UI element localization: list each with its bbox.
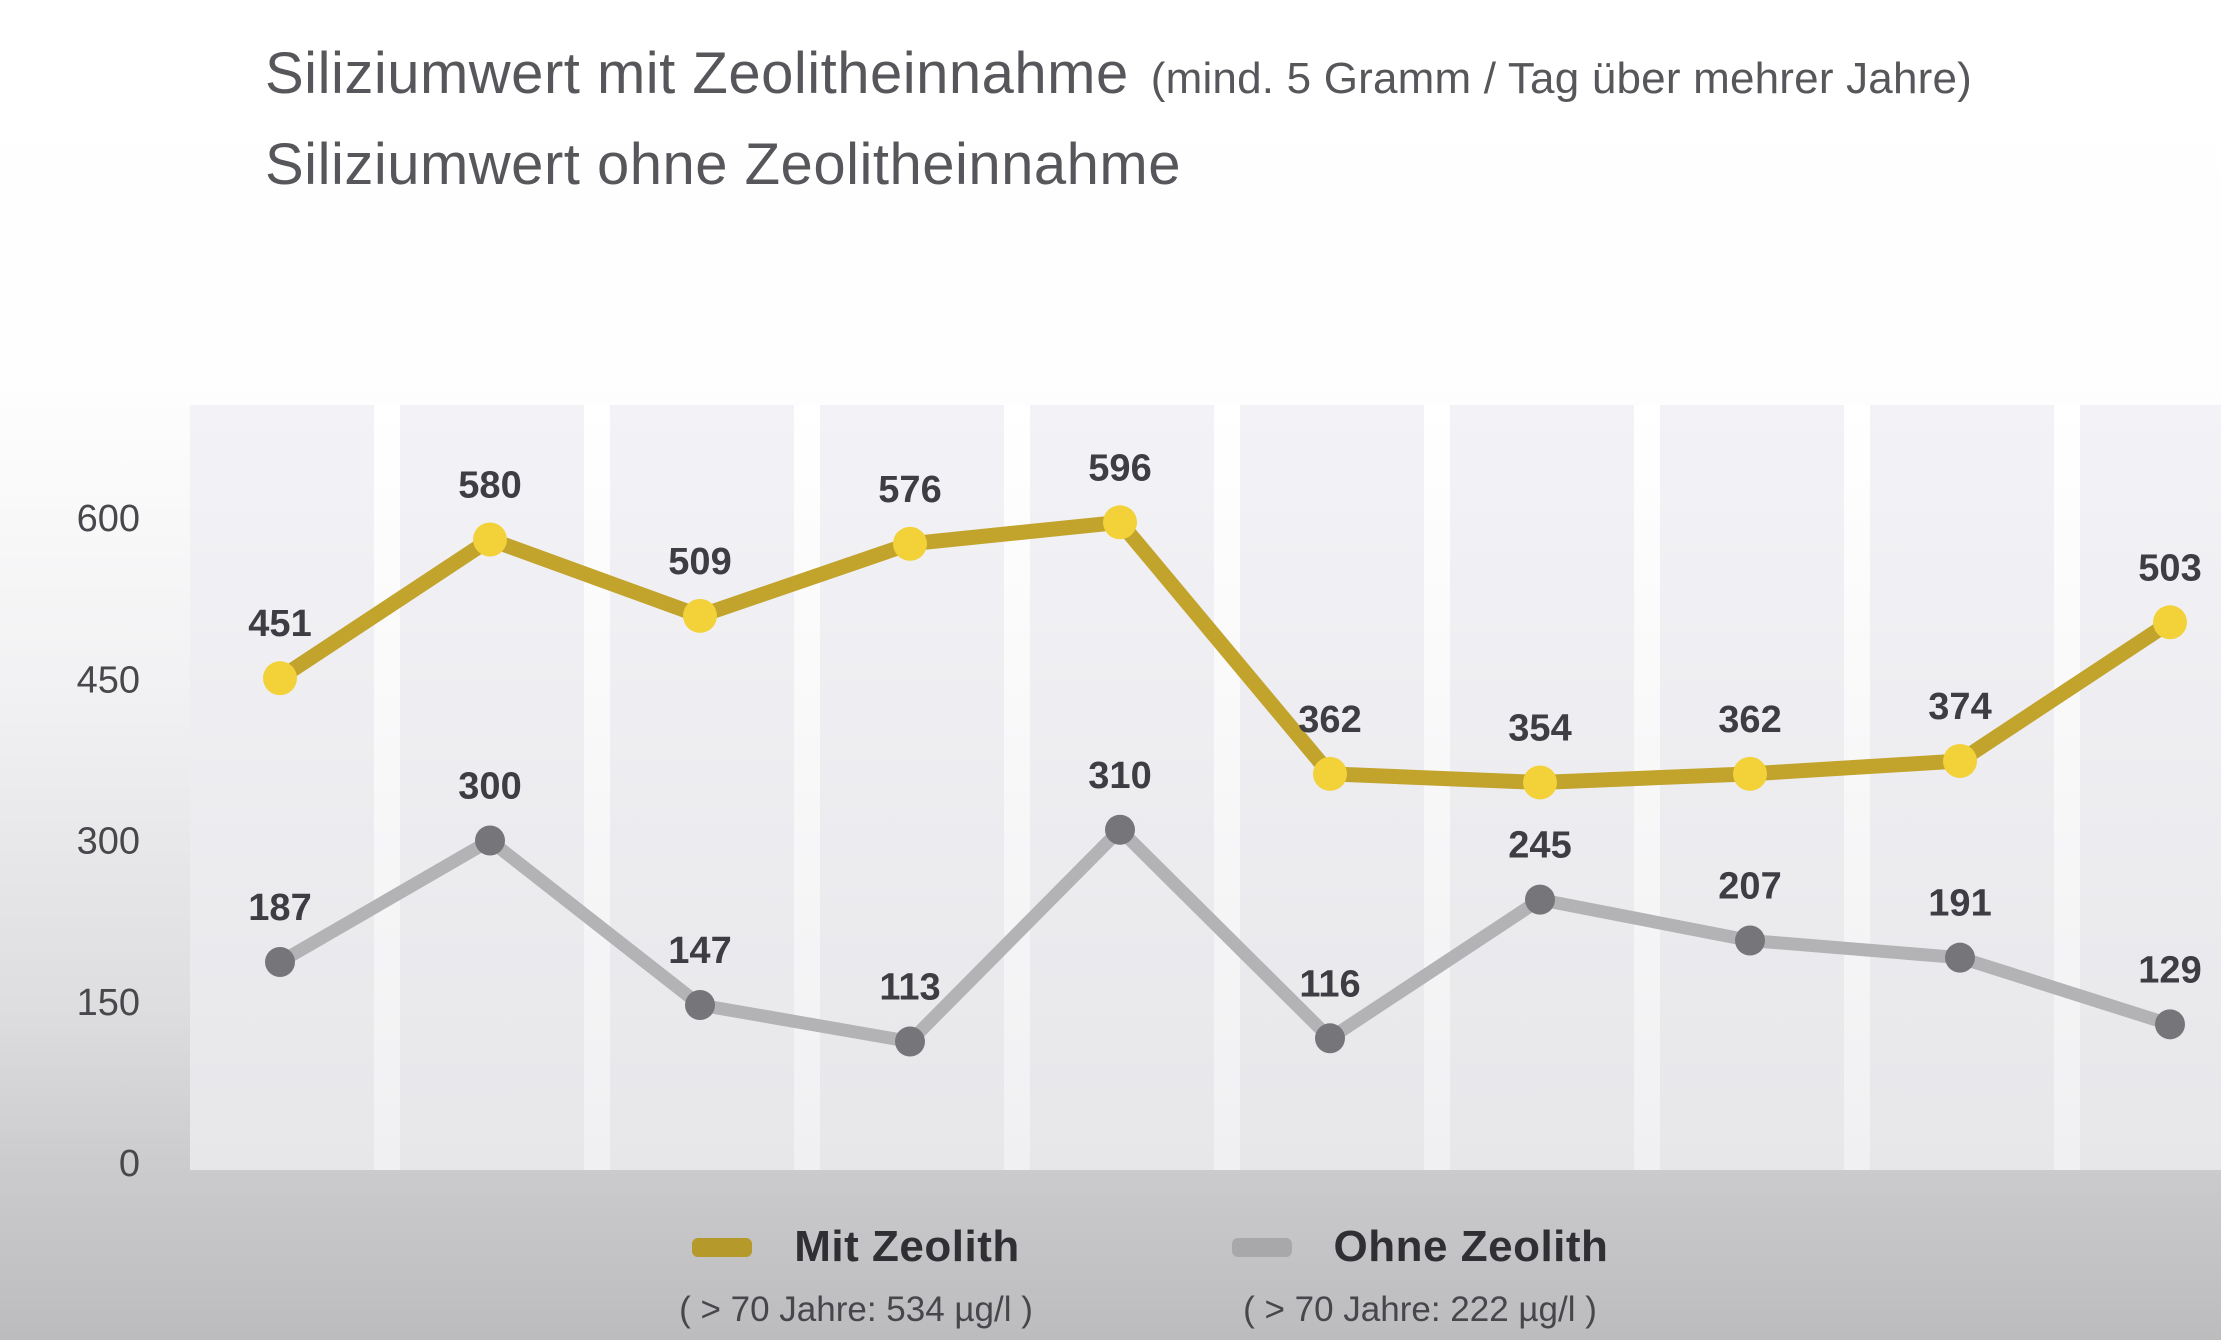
legend-row-ohne-zeolith: Ohne Zeolith bbox=[1231, 1222, 1609, 1272]
grid-stripe-band bbox=[610, 405, 794, 1170]
data-point-mit-zeolith bbox=[1313, 756, 1347, 791]
data-point-mit-zeolith bbox=[1523, 765, 1557, 800]
data-point-mit-zeolith bbox=[1943, 743, 1977, 778]
data-point-label-ohne-zeolith: 300 bbox=[458, 766, 521, 808]
data-point-label-mit-zeolith: 374 bbox=[1928, 686, 1991, 728]
grid-stripe-band bbox=[190, 405, 374, 1170]
legend-item-mit-zeolith: Mit Zeolith ( > 70 Jahre: 534 µg/l ) bbox=[656, 1222, 1056, 1330]
data-point-ohne-zeolith bbox=[1945, 942, 1975, 973]
y-axis-tick-label: 600 bbox=[77, 498, 140, 540]
data-point-label-ohne-zeolith: 113 bbox=[879, 967, 940, 1009]
legend-item-ohne-zeolith: Ohne Zeolith ( > 70 Jahre: 222 µg/l ) bbox=[1220, 1222, 1620, 1330]
data-point-label-ohne-zeolith: 147 bbox=[668, 930, 731, 972]
data-point-mit-zeolith bbox=[893, 526, 927, 561]
series-line-mit-zeolith bbox=[272, 514, 2178, 790]
legend-label-ohne-zeolith: Ohne Zeolith bbox=[1333, 1222, 1609, 1271]
data-point-label-mit-zeolith: 503 bbox=[2138, 547, 2201, 589]
data-point-mit-zeolith bbox=[263, 661, 297, 696]
data-point-label-ohne-zeolith: 245 bbox=[1508, 825, 1571, 867]
data-point-label-mit-zeolith: 596 bbox=[1088, 447, 1151, 489]
data-point-mit-zeolith bbox=[473, 522, 507, 557]
data-point-label-ohne-zeolith: 191 bbox=[1928, 883, 1991, 925]
y-axis-tick-label: 150 bbox=[77, 982, 140, 1024]
data-point-label-mit-zeolith: 576 bbox=[878, 469, 941, 511]
title-dosage-note: (mind. 5 Gramm / Tag über mehrer Jahre) bbox=[1150, 54, 1973, 103]
data-point-label-ohne-zeolith: 129 bbox=[2138, 949, 2201, 991]
data-point-mit-zeolith bbox=[2153, 605, 2187, 640]
data-point-mit-zeolith bbox=[1103, 505, 1137, 540]
data-point-label-ohne-zeolith: 310 bbox=[1088, 755, 1151, 797]
legend-row-mit-zeolith: Mit Zeolith bbox=[692, 1222, 1019, 1272]
chart-title-block: Siliziumwert mit Zeolitheinnahme (mind. … bbox=[265, 40, 1972, 198]
data-point-mit-zeolith bbox=[683, 598, 717, 633]
data-point-label-mit-zeolith: 354 bbox=[1508, 707, 1571, 749]
data-point-ohne-zeolith bbox=[685, 989, 715, 1020]
data-point-label-ohne-zeolith: 187 bbox=[248, 887, 311, 929]
data-point-ohne-zeolith bbox=[1735, 925, 1765, 956]
legend-sub-mit-zeolith: ( > 70 Jahre: 534 µg/l ) bbox=[679, 1290, 1033, 1329]
data-point-label-mit-zeolith: 362 bbox=[1298, 699, 1361, 741]
data-point-label-mit-zeolith: 451 bbox=[248, 603, 311, 645]
series-line-ohne-zeolith bbox=[273, 823, 2177, 1049]
data-point-ohne-zeolith bbox=[1315, 1023, 1345, 1054]
title-mit-zeolith: Siliziumwert mit Zeolitheinnahme bbox=[265, 41, 1129, 106]
mit-zeolith-swatch-icon bbox=[692, 1237, 753, 1257]
data-point-ohne-zeolith bbox=[265, 946, 295, 977]
chart-title-line1: Siliziumwert mit Zeolitheinnahme (mind. … bbox=[265, 40, 1972, 107]
y-axis-tick-label: 300 bbox=[77, 821, 140, 863]
data-point-label-ohne-zeolith: 207 bbox=[1718, 865, 1781, 907]
y-axis-tick-label: 450 bbox=[77, 659, 140, 701]
title-ohne-zeolith: Siliziumwert ohne Zeolitheinnahme bbox=[265, 132, 1181, 197]
legend-label-mit-zeolith: Mit Zeolith bbox=[794, 1222, 1020, 1271]
data-point-label-mit-zeolith: 362 bbox=[1718, 699, 1781, 741]
grid-stripe-band bbox=[1870, 405, 2054, 1170]
data-point-label-mit-zeolith: 580 bbox=[458, 465, 521, 507]
data-point-label-mit-zeolith: 509 bbox=[668, 541, 731, 583]
data-point-ohne-zeolith bbox=[2155, 1009, 2185, 1040]
data-point-mit-zeolith bbox=[1733, 756, 1767, 791]
data-point-ohne-zeolith bbox=[475, 825, 505, 856]
data-point-ohne-zeolith bbox=[895, 1026, 925, 1057]
ohne-zeolith-swatch-icon bbox=[1231, 1237, 1292, 1257]
y-axis-tick-label: 0 bbox=[119, 1143, 140, 1185]
data-point-ohne-zeolith bbox=[1105, 814, 1135, 845]
data-point-label-ohne-zeolith: 116 bbox=[1299, 963, 1360, 1005]
legend-sub-ohne-zeolith: ( > 70 Jahre: 222 µg/l ) bbox=[1243, 1290, 1597, 1329]
data-point-ohne-zeolith bbox=[1525, 884, 1555, 915]
grid-stripe-band bbox=[2080, 405, 2221, 1170]
